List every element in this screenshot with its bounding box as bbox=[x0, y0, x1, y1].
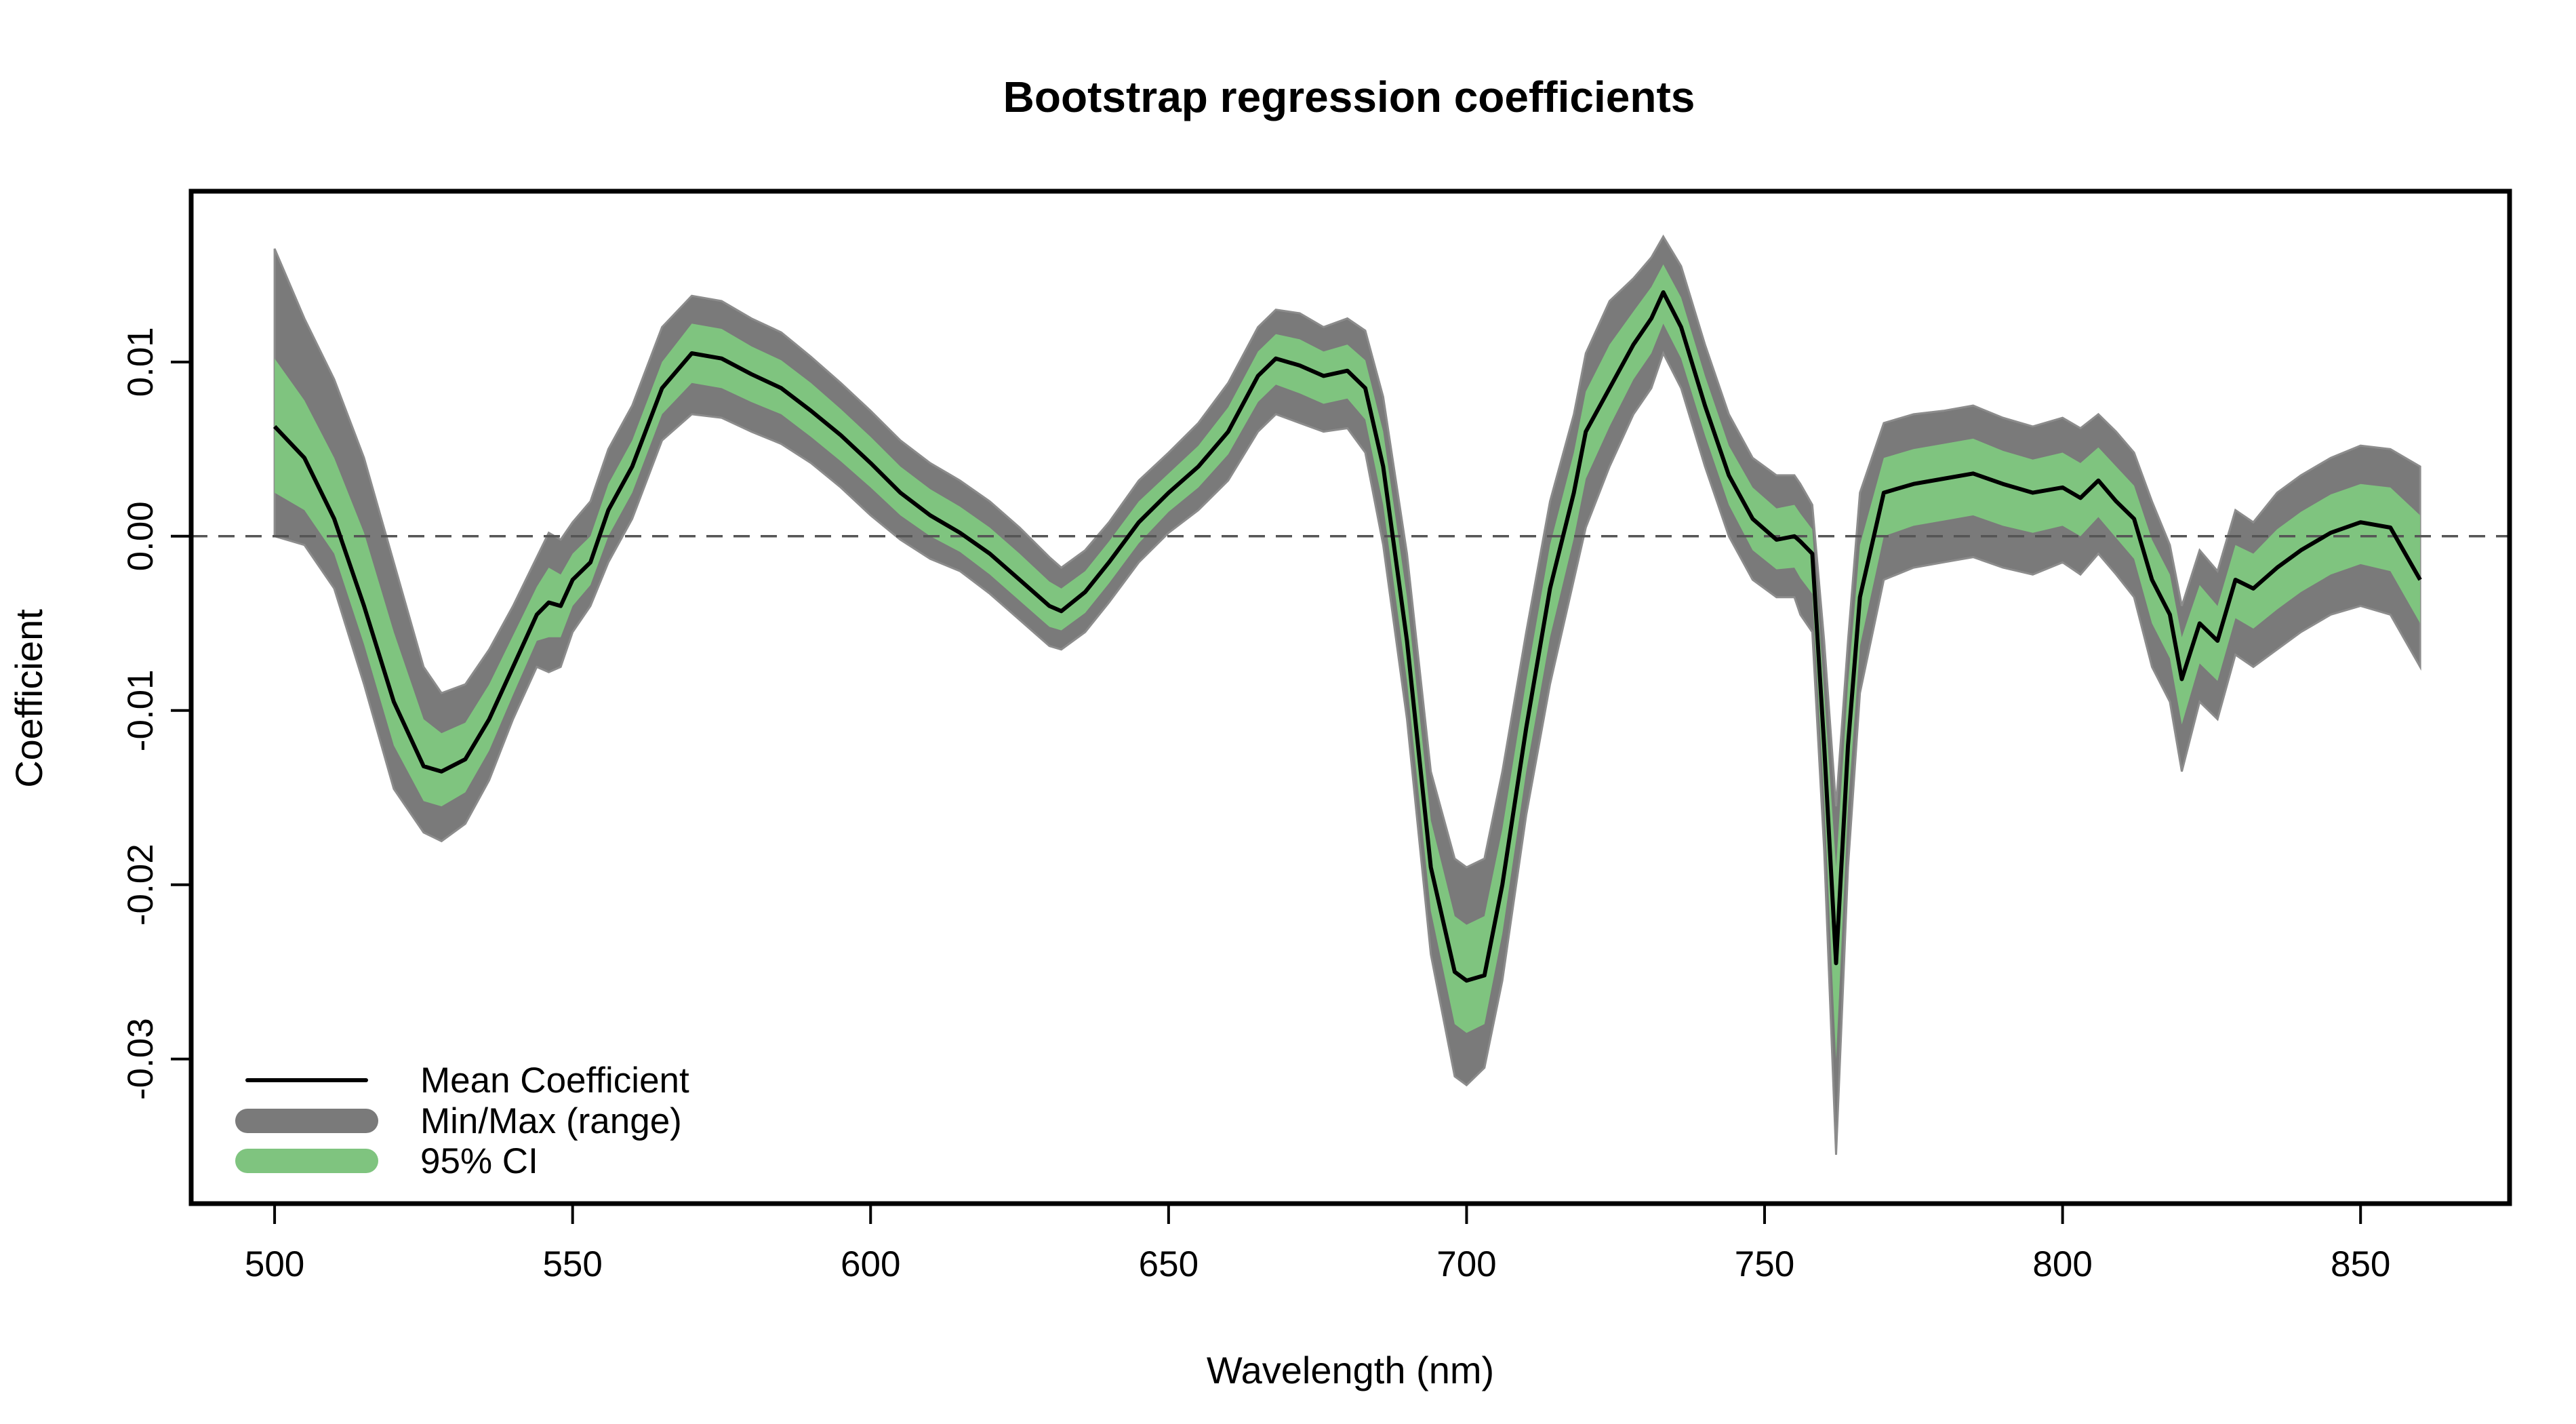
mean-coefficient-line bbox=[273, 290, 2422, 983]
legend-label-mean: Mean Coefficient bbox=[420, 1061, 689, 1101]
y-tick-label: -0.03 bbox=[121, 1018, 161, 1100]
ci-band bbox=[275, 264, 2421, 1059]
x-tick-label: 500 bbox=[245, 1244, 304, 1284]
plot-frame bbox=[188, 189, 2512, 1206]
x-tick-label: 700 bbox=[1436, 1244, 1496, 1284]
y-tick-label: 0.00 bbox=[121, 501, 161, 571]
x-tick-label: 850 bbox=[2331, 1244, 2390, 1284]
x-tick-label: 600 bbox=[841, 1244, 900, 1284]
x-tick-label: 750 bbox=[1735, 1244, 1794, 1284]
y-tick-label: 0.01 bbox=[121, 327, 161, 397]
legend: Mean Coefficient Min/Max (range) 95% CI bbox=[235, 1061, 689, 1181]
legend-label-range: Min/Max (range) bbox=[420, 1101, 682, 1141]
legend-label-ci: 95% CI bbox=[420, 1141, 538, 1181]
y-tick-label: -0.01 bbox=[121, 669, 161, 751]
plot-area bbox=[191, 234, 2510, 1155]
y-axis-label: Coefficient bbox=[7, 609, 50, 788]
axes: 500 550 600 650 700 750 800 850 -0.03 -0.02 -0.01 0… bbox=[121, 327, 2390, 1284]
y-tick-label: -0.02 bbox=[121, 844, 161, 926]
x-axis-label: Wavelength (nm) bbox=[1207, 1349, 1494, 1391]
x-tick-label: 650 bbox=[1139, 1244, 1199, 1284]
x-tick-label: 550 bbox=[542, 1244, 602, 1284]
chart-title: Bootstrap regression coefficients bbox=[1003, 73, 1695, 121]
x-tick-label: 800 bbox=[2032, 1244, 2092, 1284]
